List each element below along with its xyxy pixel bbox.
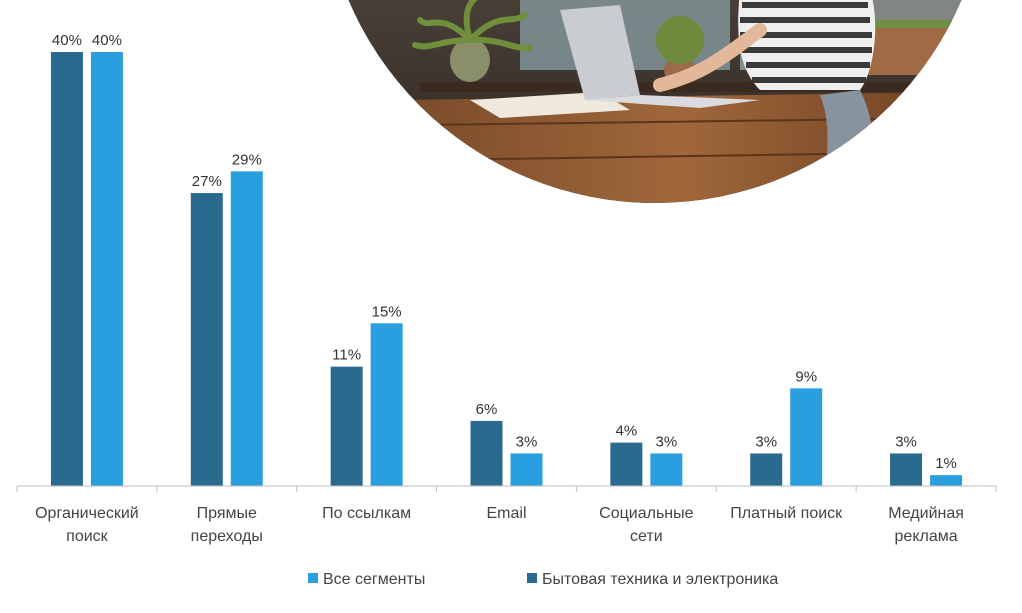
data-label: 1% xyxy=(935,455,957,472)
bar xyxy=(510,453,543,486)
bar xyxy=(650,453,683,486)
data-label: 11% xyxy=(332,347,361,364)
bar-group xyxy=(50,52,963,487)
bar xyxy=(930,475,963,486)
category-label: По ссылкам xyxy=(322,505,411,522)
legend-label: Все сегменты xyxy=(323,571,425,588)
category-label: Платный поиск xyxy=(730,505,843,522)
category-label: Органический поиск xyxy=(35,505,139,545)
data-label: 3% xyxy=(516,433,538,450)
bar xyxy=(50,52,83,486)
data-label: 29% xyxy=(232,151,262,168)
data-label: 3% xyxy=(895,433,917,450)
bar xyxy=(90,52,123,486)
data-label-group: 40% 40% 27% 29% 11% 15% 6% 3% 4% 3% 3% 9% 3% 1% xyxy=(52,32,957,472)
legend-label: Бытовая техника и электроника xyxy=(542,571,778,588)
bar xyxy=(610,442,643,486)
data-label: 3% xyxy=(755,433,777,450)
bar xyxy=(230,171,263,486)
category-label: Email xyxy=(486,505,526,522)
legend-swatch xyxy=(527,573,537,583)
bar xyxy=(750,453,783,486)
data-label: 40% xyxy=(92,32,122,49)
data-label: 3% xyxy=(656,433,678,450)
data-label: 15% xyxy=(372,303,402,320)
data-label: 9% xyxy=(795,368,817,385)
bar xyxy=(190,193,223,487)
legend: Все сегменты Бытовая техника и электроник… xyxy=(308,571,778,588)
category-label: Прямые переходы xyxy=(191,505,263,545)
bar xyxy=(790,388,823,486)
legend-swatch xyxy=(308,573,318,583)
data-label: 27% xyxy=(192,173,222,190)
bar xyxy=(330,366,363,486)
category-label: Социальные сети xyxy=(599,505,693,545)
bar xyxy=(470,420,503,486)
category-label: Медийная реклама xyxy=(888,505,964,545)
decorative-photo xyxy=(322,0,988,203)
data-label: 4% xyxy=(616,423,638,440)
x-axis-ticks xyxy=(16,486,997,492)
category-label-group: Органический поиск Прямые переходы По ссылка… xyxy=(35,505,964,545)
bar xyxy=(370,323,403,486)
bar xyxy=(890,453,923,486)
data-label: 40% xyxy=(52,32,82,49)
data-label: 6% xyxy=(476,401,498,418)
